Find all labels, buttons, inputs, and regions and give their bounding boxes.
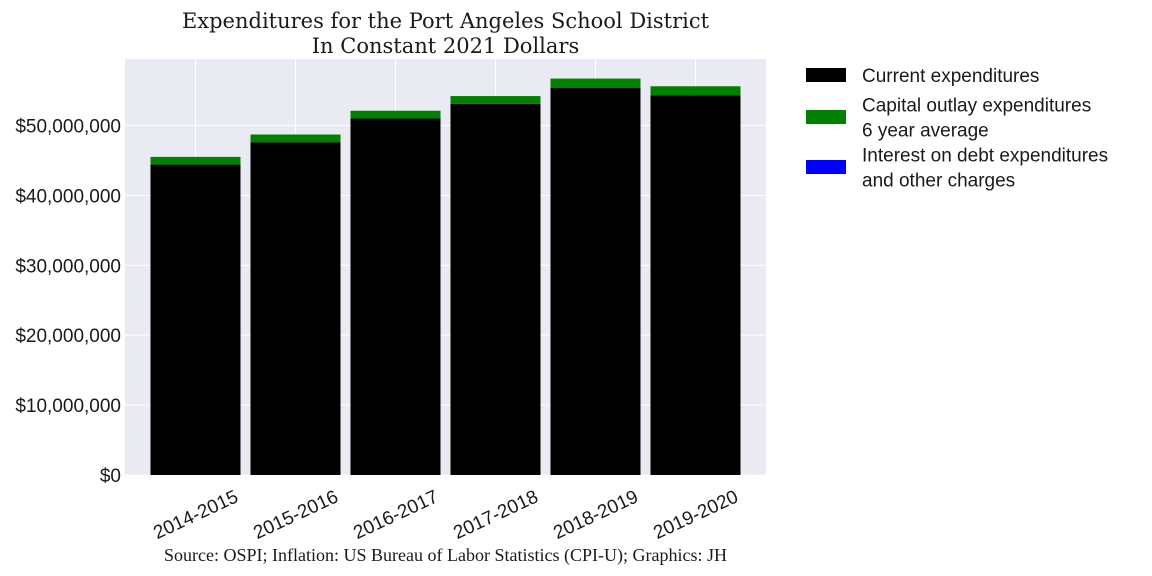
x-axis: 2014-2015 2015-2016 2016-2017 2017-2018 2018…: [150, 486, 741, 543]
bar-2018-2019-series-0: [550, 87, 641, 476]
y-tick-label: $20,000,000: [15, 326, 121, 347]
y-tick-label: $0: [100, 466, 121, 487]
y-tick-label: $30,000,000: [15, 256, 121, 277]
x-tick-label: 2015-2016: [250, 486, 341, 543]
legend-label: Capital outlay expenditures: [862, 96, 1091, 117]
y-tick-label: $40,000,000: [15, 186, 121, 207]
y-axis: $0 $10,000,000 $20,000,000 $30,000,000 $40,0…: [15, 116, 121, 487]
legend-label: 6 year average: [862, 121, 989, 142]
bars: [150, 78, 741, 476]
bar-2016-2017-series-0: [350, 118, 441, 475]
bar-2019-2020-series-1: [650, 86, 741, 96]
bar-2014-2015-series-1: [150, 156, 241, 165]
legend-swatch: [806, 160, 846, 174]
legend-item-0: Current expenditures: [806, 66, 1039, 87]
source-note: Source: OSPI; Inflation: US Bureau of La…: [164, 545, 727, 566]
x-tick-label: 2014-2015: [150, 486, 241, 543]
y-tick-label: $50,000,000: [15, 116, 121, 137]
bar-2017-2018-series-0: [450, 103, 541, 475]
chart-title-line-2: In Constant 2021 Dollars: [312, 34, 579, 58]
x-tick-label: 2017-2018: [450, 486, 541, 543]
legend-swatch: [806, 68, 846, 82]
bar-2019-2020-series-0: [650, 95, 741, 476]
bar-2016-2017-series-1: [350, 110, 441, 119]
bar-2015-2016-series-0: [250, 142, 341, 475]
legend-swatch: [806, 110, 846, 124]
legend-item-2: Interest on debt expenditures and other c…: [806, 146, 1108, 192]
x-tick-label: 2016-2017: [350, 486, 441, 543]
legend-label: and other charges: [862, 171, 1015, 192]
legend: Current expenditures Capital outlay expen…: [806, 66, 1108, 192]
x-tick-label: 2019-2020: [650, 486, 741, 543]
chart-title-line-1: Expenditures for the Port Angeles School…: [182, 9, 710, 33]
y-tick-label: $10,000,000: [15, 396, 121, 417]
legend-label: Interest on debt expenditures: [862, 146, 1108, 167]
bar-2017-2018-series-1: [450, 96, 541, 104]
bar-2014-2015-series-0: [150, 164, 241, 475]
x-tick-label: 2018-2019: [550, 486, 641, 543]
bar-2015-2016-series-1: [250, 134, 341, 143]
bar-2018-2019-series-1: [550, 78, 641, 88]
legend-label: Current expenditures: [862, 66, 1039, 87]
legend-item-1: Capital outlay expenditures 6 year averag…: [806, 96, 1091, 142]
